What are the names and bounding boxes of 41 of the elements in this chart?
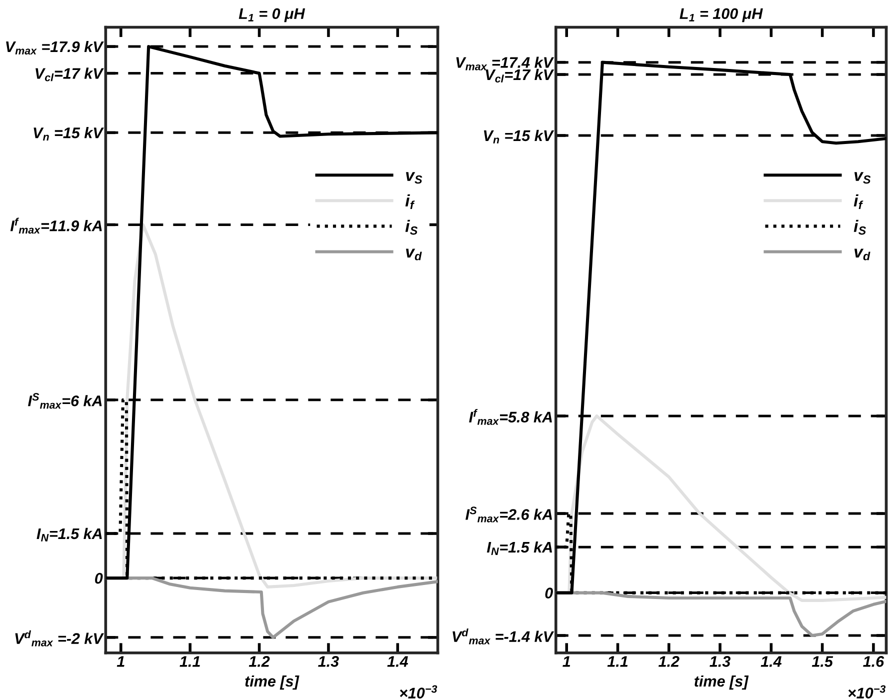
text: ×10$^{−3}$ — [400, 685, 438, 698]
x-tick-label: 1 — [562, 656, 570, 667]
y-tick-label: V$_{n}$ =15 kV — [484, 130, 554, 144]
legend-label: i$_{f}$ — [854, 194, 864, 210]
y-tick-label: I$^{f}$$_{max}$=11.9 kA — [10, 218, 102, 234]
x-tick-label: 1.4 — [387, 656, 408, 667]
text: ×10$^{−3}$ — [848, 685, 886, 698]
y-tick-label: V$^{d}$$_{max}$ =-1.4 kV — [452, 628, 554, 644]
y-tick-label: 0 — [95, 572, 103, 584]
y-tick-label: V$^{d}$$_{max}$ =-2 kV — [15, 630, 104, 646]
y-tick-label: I$_{N}$=1.5 kA — [36, 528, 102, 542]
legend-label: v$_{S}$ — [406, 172, 422, 184]
x-axis-title: time [s] — [694, 675, 749, 690]
y-tick-label: V$_{max}$ =17.9 kV — [6, 40, 104, 55]
x-tick-label: 1 — [116, 656, 124, 667]
x-tick-label: 1.6 — [863, 656, 884, 667]
legend-label: i$_{S}$ — [405, 220, 418, 235]
x-tick-label: 1.1 — [607, 656, 628, 667]
x-tick-label: 1.5 — [812, 656, 834, 667]
x-tick-label: 1.3 — [710, 656, 730, 667]
x-tick-label: 1.2 — [658, 656, 680, 667]
legend-label: i$_{S}$ — [854, 220, 866, 235]
y-tick-label: I$^{S}$$_{max}$=2.6 kA — [466, 506, 552, 522]
legend-label: v$_{d}$ — [854, 248, 870, 260]
chart-title: L$_{1}$ = 100 μH — [680, 8, 763, 22]
y-tick-label: 0 — [545, 588, 553, 598]
chart-title: L$_{1}$ = 0 μH — [238, 8, 306, 22]
x-tick-label: 1.1 — [180, 656, 200, 667]
y-tick-label: I$^{S}$$_{max}$=6 kA — [28, 393, 102, 409]
x-tick-label: 1.2 — [248, 656, 270, 667]
x-tick-label: 1.4 — [760, 656, 782, 667]
y-tick-label: V$_{cl}$=17 kV — [486, 68, 554, 82]
legend-label: v$_{S}$ — [854, 172, 871, 184]
y-tick-label: I$_{N}$=1.5 kA — [486, 541, 552, 555]
x-tick-label: 1.3 — [318, 656, 339, 667]
y-tick-label: V$_{cl}$=17 kV — [36, 68, 104, 82]
legend-label: v$_{d}$ — [406, 248, 422, 260]
y-tick-label: V$_{n}$ =15 kV — [34, 127, 104, 141]
x-axis-title: time [s] — [245, 675, 300, 690]
y-tick-label: I$^{f}$$_{max}$=5.8 kA — [469, 408, 552, 425]
legend-label: i$_{f}$ — [405, 194, 415, 210]
